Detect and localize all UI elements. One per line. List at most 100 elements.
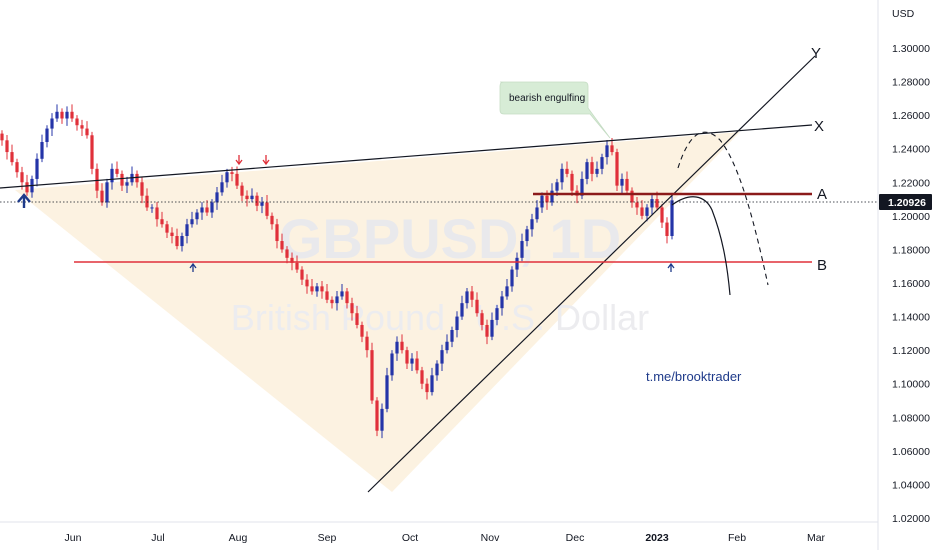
candle-body <box>190 219 194 225</box>
candle-body <box>170 232 174 236</box>
candle-body <box>550 190 554 203</box>
candle-body <box>490 319 494 337</box>
candle-body <box>310 286 314 292</box>
candle-body <box>220 182 224 193</box>
candle-body <box>565 168 569 174</box>
big-up-arrow-icon <box>17 193 31 208</box>
author-handle[interactable]: t.me/brooktrader <box>646 369 742 384</box>
candle-body <box>355 313 359 325</box>
projection-dashed-curve <box>677 131 769 286</box>
bearish-engulfing-callout[interactable]: bearish engulfing <box>499 81 611 139</box>
candle-body <box>630 190 634 203</box>
candle-body <box>635 202 639 208</box>
time-axis[interactable]: Jun Jul Aug Sep Oct Nov Dec 2023 Feb Mar <box>65 532 826 544</box>
candle-body <box>125 182 129 186</box>
candle-body <box>55 111 59 119</box>
candle-body <box>265 202 269 216</box>
candle-body <box>185 224 189 236</box>
price-tick-label: 1.06000 <box>892 446 930 458</box>
upper-trendline-x[interactable] <box>0 124 813 189</box>
price-tick-label: 1.14000 <box>892 312 930 324</box>
price-tick-label: 1.26000 <box>892 110 930 122</box>
candle-body <box>615 152 619 186</box>
candle-body <box>545 195 549 203</box>
candle-body <box>440 350 444 364</box>
time-tick-label: Feb <box>728 532 746 544</box>
label-b: B <box>817 257 827 274</box>
candle-body <box>50 118 54 129</box>
candle-body <box>140 182 144 196</box>
candle-body <box>435 363 439 376</box>
candle-body <box>530 219 534 230</box>
candle-body <box>460 303 464 317</box>
callout-text: bearish engulfing <box>509 93 585 104</box>
candle-body <box>570 173 574 191</box>
candle-body <box>650 199 654 208</box>
price-tick-label: 1.10000 <box>892 379 930 391</box>
candle-body <box>250 195 254 200</box>
last-price-badge: 1.20926 <box>879 194 932 210</box>
price-tick-label: 1.28000 <box>892 77 930 89</box>
candle-body <box>590 162 594 174</box>
time-tick-label: Aug <box>229 532 248 544</box>
candlestick-series <box>0 104 674 439</box>
candle-body <box>255 195 259 206</box>
candle-body <box>510 269 514 287</box>
lower-trendline-y[interactable] <box>367 55 816 493</box>
candle-body <box>180 236 184 247</box>
projection-solid-curve <box>671 196 731 296</box>
candle-body <box>610 145 614 153</box>
candle-body <box>340 291 344 297</box>
candle-body <box>410 358 414 364</box>
candle-body <box>525 229 529 242</box>
price-tick-label: 1.30000 <box>892 43 930 55</box>
time-tick-label: Mar <box>807 532 826 544</box>
watermark-symbol: GBPUSD, 1D <box>279 207 621 270</box>
candle-body <box>40 142 44 159</box>
candle-body <box>215 192 219 203</box>
candle-body <box>560 168 564 183</box>
candle-body <box>160 219 164 225</box>
watermark-name: British Pound / U.S. Dollar <box>231 297 649 338</box>
candle-body <box>280 241 284 250</box>
candle-body <box>270 215 274 225</box>
triangle-pattern-area <box>15 132 740 492</box>
candle-body <box>605 145 609 158</box>
label-x: X <box>814 118 824 135</box>
price-axis[interactable]: 1.30000 1.28000 1.26000 1.24000 1.22000 1.200… <box>892 43 930 525</box>
candle-body <box>145 195 149 208</box>
candle-body <box>505 286 509 297</box>
small-up-arrow-icon <box>667 262 675 272</box>
candle-body <box>485 324 489 337</box>
time-tick-label: Jun <box>65 532 82 544</box>
candle-body <box>625 178 629 191</box>
candle-body <box>155 207 159 220</box>
candle-body <box>360 324 364 337</box>
down-arrow-icon <box>262 155 270 166</box>
candle-body <box>275 224 279 242</box>
candle-body <box>65 111 69 119</box>
candle-body <box>580 178 584 196</box>
candle-body <box>90 135 94 169</box>
candle-body <box>0 133 4 141</box>
candle-body <box>405 350 409 364</box>
candle-body <box>390 353 394 376</box>
candle-body <box>75 118 79 126</box>
candle-body <box>200 207 204 213</box>
candle-body <box>520 241 524 258</box>
candle-body <box>15 162 19 173</box>
candle-body <box>540 195 544 208</box>
candle-body <box>35 158 39 179</box>
currency-label: USD <box>892 8 915 20</box>
candle-body <box>115 168 119 174</box>
price-tick-label: 1.02000 <box>892 513 930 525</box>
candle-body <box>110 168 114 183</box>
candle-body <box>105 182 109 203</box>
time-tick-label: Jul <box>151 532 164 544</box>
candle-body <box>230 172 234 174</box>
candle-body <box>415 358 419 371</box>
candle-body <box>225 172 229 183</box>
candle-body <box>500 296 504 309</box>
candle-body <box>120 173 124 186</box>
